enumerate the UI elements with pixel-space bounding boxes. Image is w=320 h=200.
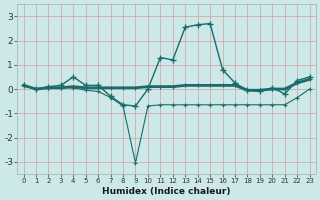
X-axis label: Humidex (Indice chaleur): Humidex (Indice chaleur)	[102, 187, 231, 196]
